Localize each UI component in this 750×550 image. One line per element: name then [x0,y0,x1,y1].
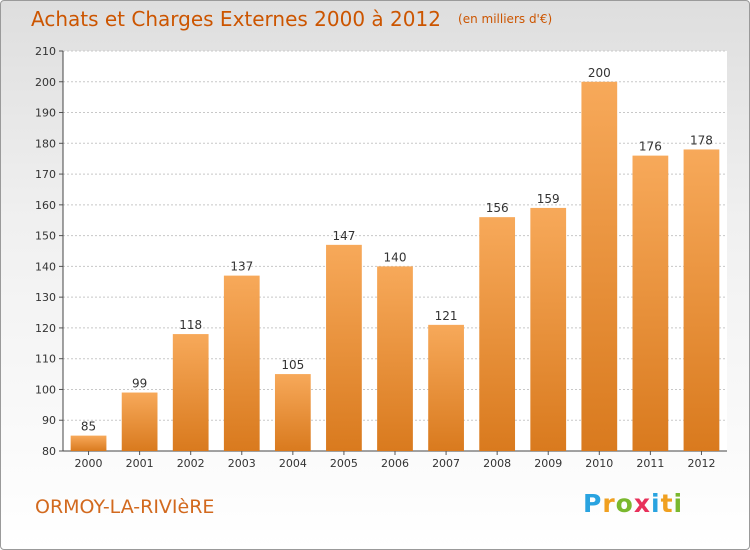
chart-title-main: Achats et Charges Externes 2000 à 2012 [31,7,441,31]
x-tick-label: 2006 [381,457,409,470]
x-tick-label: 2008 [483,457,511,470]
bar-2012 [683,149,720,451]
chart-title: Achats et Charges Externes 2000 à 2012 (… [31,7,552,31]
bar-2002 [172,334,209,451]
x-tick-label: 2010 [585,457,613,470]
data-label: 85 [81,420,96,434]
x-tick-label: 2007 [432,457,460,470]
x-tick-label: 2000 [75,457,103,470]
bar-2010 [581,81,618,452]
y-tick-label: 150 [35,230,56,243]
logo-letter: o [615,489,634,518]
x-tick-label: 2012 [687,457,715,470]
y-tick-label: 180 [35,137,56,150]
bar-2001 [121,392,158,451]
logo-letter: r [602,489,616,518]
bar-2007 [428,324,464,451]
y-tick-label: 130 [35,291,56,304]
logo-letter: i [673,489,684,518]
x-tick-label: 2004 [279,457,307,470]
logo-letter: x [633,489,651,518]
y-tick-label: 90 [42,414,56,427]
bar-2005 [326,244,362,451]
data-label: 137 [230,260,253,274]
data-label: 105 [281,358,304,372]
y-tick-label: 200 [35,76,56,89]
data-label: 178 [690,133,713,147]
y-tick-label: 100 [35,383,56,396]
bar-2004 [274,374,311,451]
x-tick-label: 2009 [534,457,562,470]
bar-2009 [530,207,567,451]
chart-title-unit: (en milliers d'€) [458,12,553,26]
y-tick-label: 190 [35,107,56,120]
bar-2011 [632,155,669,451]
data-label: 156 [486,201,509,215]
data-label: 121 [435,309,458,323]
bar-2008 [479,217,516,451]
x-tick-label: 2001 [126,457,154,470]
y-tick-label: 80 [42,445,56,458]
logo-letter: P [583,489,603,518]
data-label: 118 [179,318,202,332]
x-tick-label: 2011 [636,457,664,470]
logo-letter: t [660,489,674,518]
y-tick-label: 110 [35,353,56,366]
data-label: 159 [537,192,560,206]
data-label: 99 [132,377,147,391]
data-label: 200 [588,66,611,80]
bar-2006 [377,266,413,451]
x-tick-label: 2002 [177,457,205,470]
proxiti-logo[interactable]: Proxiti [583,489,683,518]
y-tick-label: 140 [35,260,56,273]
data-label: 140 [384,250,407,264]
y-tick-label: 170 [35,168,56,181]
bar-2000 [70,435,107,451]
logo-letter: i [651,489,661,518]
y-tick-label: 160 [35,199,56,212]
x-tick-label: 2003 [228,457,256,470]
data-label: 147 [332,229,355,243]
data-label: 176 [639,140,662,154]
x-tick-label: 2005 [330,457,358,470]
y-tick-label: 210 [35,45,56,58]
bar-2003 [223,275,260,451]
y-tick-label: 120 [35,322,56,335]
place-name: ORMOY-LA-RIVIèRE [35,496,215,518]
